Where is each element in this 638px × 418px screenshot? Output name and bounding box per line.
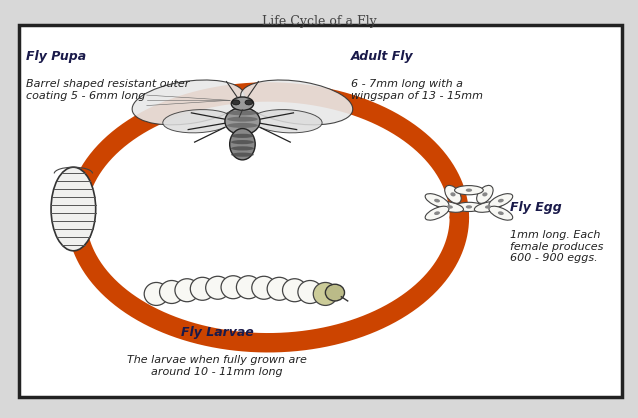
Ellipse shape: [231, 153, 254, 157]
Ellipse shape: [454, 202, 484, 212]
Text: 1mm long. Each
female produces
600 - 900 eggs.: 1mm long. Each female produces 600 - 900…: [510, 230, 604, 263]
Text: 6 - 7mm long with a
wingspan of 13 - 15mm: 6 - 7mm long with a wingspan of 13 - 15m…: [351, 79, 483, 101]
Text: Fly Pupa: Fly Pupa: [26, 50, 85, 63]
Ellipse shape: [283, 279, 307, 302]
Ellipse shape: [232, 100, 240, 105]
Ellipse shape: [445, 186, 461, 203]
Ellipse shape: [252, 276, 276, 299]
Ellipse shape: [498, 199, 504, 202]
Ellipse shape: [227, 123, 258, 128]
Ellipse shape: [425, 206, 449, 220]
Ellipse shape: [51, 167, 96, 251]
Ellipse shape: [434, 199, 440, 202]
Ellipse shape: [163, 110, 233, 133]
Ellipse shape: [477, 186, 493, 203]
Ellipse shape: [132, 80, 244, 125]
Ellipse shape: [485, 205, 491, 209]
Ellipse shape: [313, 283, 338, 306]
Ellipse shape: [230, 129, 255, 160]
Ellipse shape: [466, 205, 472, 209]
Ellipse shape: [498, 212, 504, 215]
Ellipse shape: [267, 277, 292, 300]
Text: Fly Larvae: Fly Larvae: [181, 326, 253, 339]
Ellipse shape: [482, 192, 487, 196]
Ellipse shape: [447, 205, 453, 209]
Ellipse shape: [225, 108, 260, 135]
Ellipse shape: [475, 201, 501, 212]
Ellipse shape: [436, 201, 463, 212]
Text: The larvae when fully grown are
around 10 - 11mm long: The larvae when fully grown are around 1…: [127, 355, 307, 377]
Ellipse shape: [450, 192, 456, 196]
Ellipse shape: [325, 284, 345, 301]
Ellipse shape: [237, 276, 261, 299]
Ellipse shape: [144, 283, 168, 306]
Ellipse shape: [160, 280, 184, 303]
Ellipse shape: [245, 100, 253, 105]
Ellipse shape: [454, 186, 484, 195]
Ellipse shape: [221, 276, 245, 299]
Ellipse shape: [434, 212, 440, 215]
Ellipse shape: [231, 140, 254, 144]
Text: Fly Egg: Fly Egg: [510, 201, 562, 214]
Ellipse shape: [298, 280, 322, 303]
Ellipse shape: [231, 97, 254, 110]
Text: Barrel shaped resistant outer
coating 5 - 6mm long: Barrel shaped resistant outer coating 5 …: [26, 79, 189, 101]
Ellipse shape: [425, 194, 449, 208]
Text: Adult Fly: Adult Fly: [351, 50, 413, 63]
Ellipse shape: [231, 146, 254, 150]
Ellipse shape: [489, 194, 513, 208]
FancyBboxPatch shape: [19, 25, 622, 397]
Text: Life Cycle of a Fly: Life Cycle of a Fly: [262, 15, 376, 28]
Ellipse shape: [241, 80, 353, 125]
Ellipse shape: [466, 189, 472, 192]
Ellipse shape: [190, 277, 214, 300]
Ellipse shape: [489, 206, 513, 220]
Ellipse shape: [227, 117, 258, 122]
Ellipse shape: [227, 110, 258, 115]
Ellipse shape: [252, 110, 322, 133]
Ellipse shape: [175, 279, 199, 302]
Ellipse shape: [205, 276, 230, 299]
Ellipse shape: [231, 134, 254, 138]
